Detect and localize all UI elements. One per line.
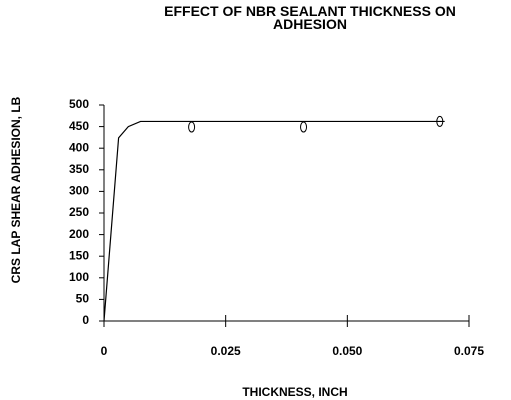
chart-title: EFFECT OF NBR SEALANT THICKNESS ON ADHES…	[164, 3, 456, 32]
x-axis-label: THICKNESS, INCH	[242, 385, 347, 399]
y-tick-label: 300	[69, 184, 89, 198]
y-tick-label: 350	[69, 162, 89, 176]
x-tick-label: 0	[101, 344, 108, 358]
y-axis-label: CRS LAP SHEAR ADHESION, LB	[9, 96, 23, 283]
y-tick-label: 400	[69, 140, 89, 154]
marker	[436, 115, 444, 127]
x-tick-label: 0.075	[454, 344, 484, 358]
y-tick-label: 200	[69, 227, 89, 241]
marker	[188, 121, 196, 133]
y-tick-label: 100	[69, 270, 89, 284]
y-tick-label: 50	[76, 292, 90, 306]
y-tick-label: 250	[69, 205, 89, 219]
line	[103, 120, 445, 322]
y-tick-label: 500	[69, 97, 89, 111]
y-tick-label: 450	[69, 119, 89, 133]
x-tick-label: 0.050	[332, 344, 362, 358]
marker	[300, 121, 308, 133]
x-tick-label: 0.025	[211, 344, 241, 358]
y-tick-label: 150	[69, 248, 89, 262]
y-tick-label: 0	[82, 313, 89, 327]
